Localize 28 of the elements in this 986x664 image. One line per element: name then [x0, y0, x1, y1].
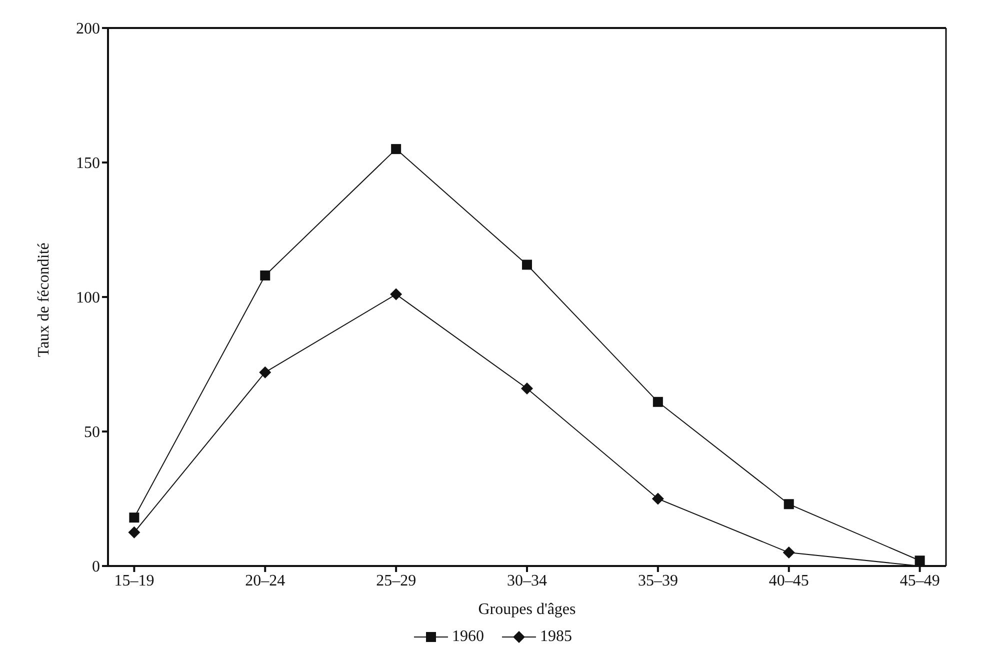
- x-tick-label: 45–49: [900, 572, 940, 590]
- point: [129, 512, 140, 523]
- point: [784, 499, 794, 510]
- point: [522, 260, 532, 270]
- x-tick-label: 35–39: [638, 572, 678, 590]
- y-tick-label: 150: [76, 155, 100, 172]
- x-tick-label: 30–34: [507, 572, 547, 590]
- point: [390, 288, 402, 300]
- y-tick-label: 200: [76, 20, 100, 38]
- y-tick-label: 50: [84, 424, 100, 442]
- point: [652, 396, 663, 407]
- point: [391, 144, 402, 154]
- legend-label: 1985: [540, 628, 572, 646]
- x-tick-label: 25–29: [376, 572, 416, 590]
- y-tick-label: 100: [76, 290, 100, 307]
- x-tick-label: 40–45: [768, 572, 809, 590]
- point: [521, 382, 533, 394]
- point: [652, 492, 664, 505]
- point: [782, 546, 795, 559]
- point: [260, 270, 270, 280]
- x-tick-label: 20–24: [245, 572, 286, 590]
- x-tick-label: 15–19: [114, 572, 154, 590]
- x-axis-title: Groupes d'âges: [478, 601, 576, 618]
- legend-label: 1960: [452, 628, 484, 646]
- y-tick-label: 0: [92, 558, 100, 576]
- y-axis-title: Taux de fécondité: [36, 242, 53, 357]
- point: [259, 366, 272, 378]
- point: [128, 526, 140, 538]
